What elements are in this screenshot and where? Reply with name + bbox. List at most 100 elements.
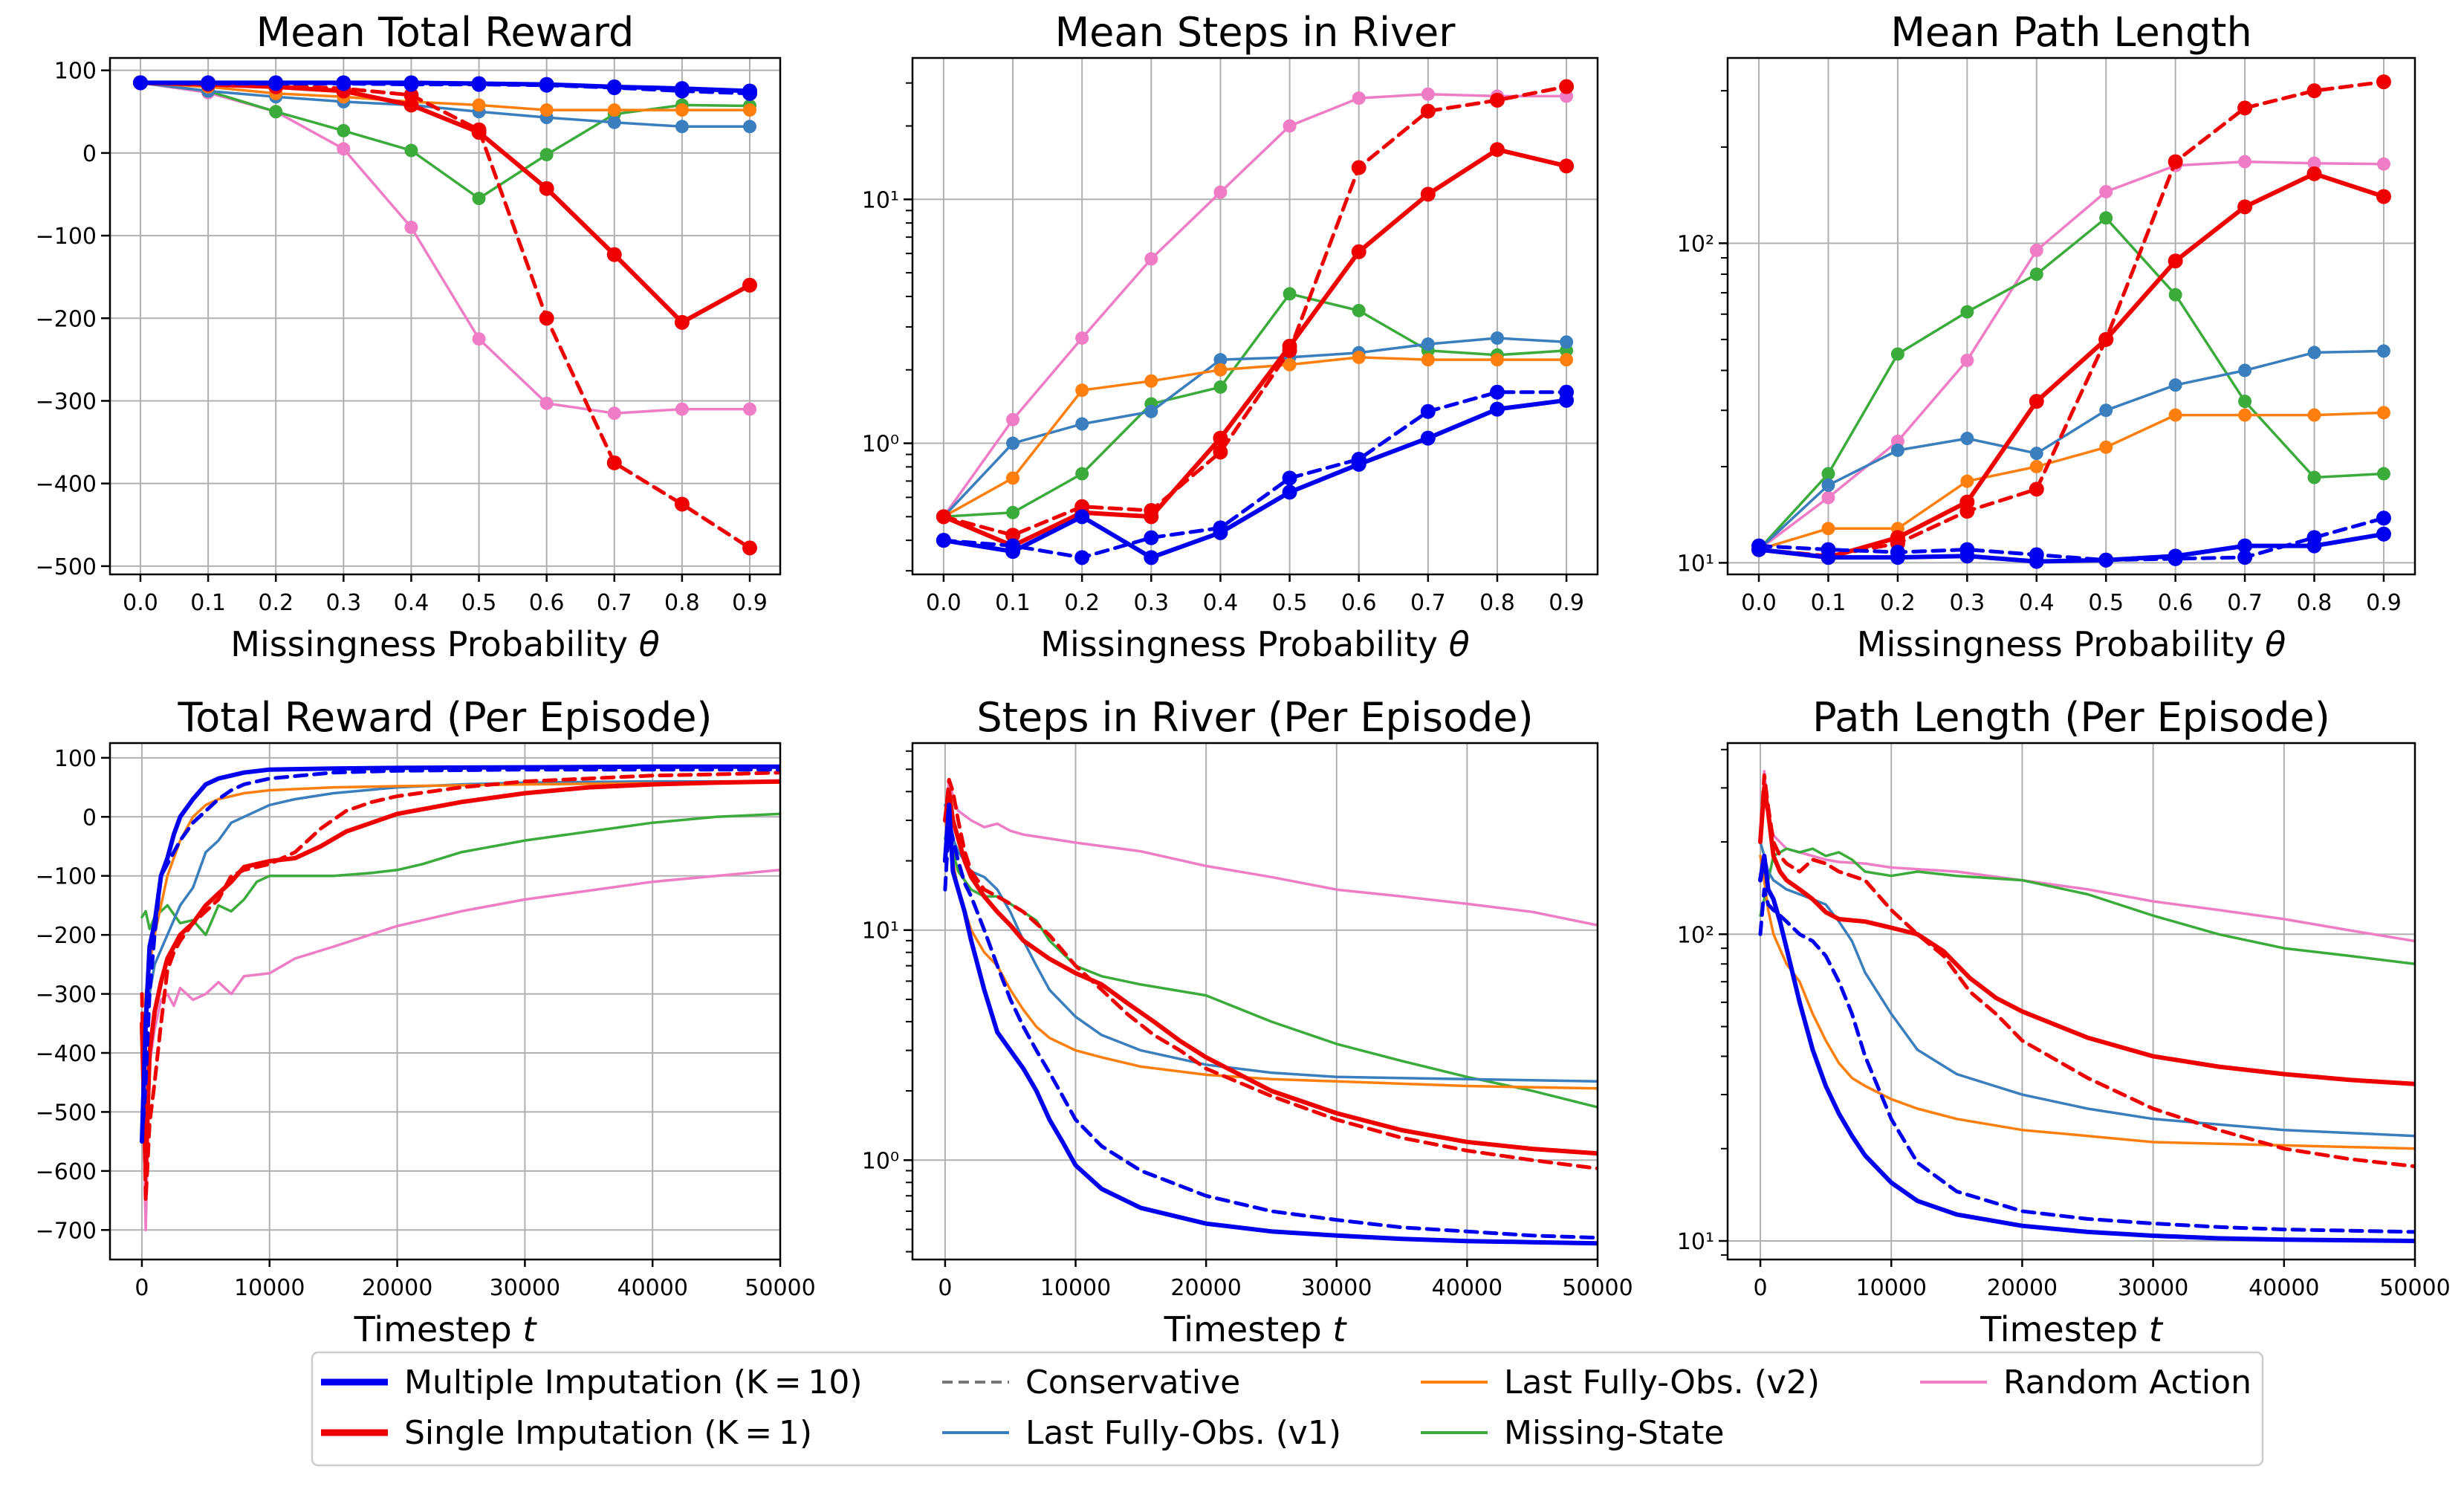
data-point: [2168, 378, 2182, 392]
x-tick-label: 0.4: [394, 590, 429, 616]
legend-entry: Missing-State: [1421, 1414, 1724, 1452]
data-point: [472, 332, 486, 346]
data-point: [742, 540, 757, 556]
data-point: [1213, 363, 1228, 377]
plot-frame: [911, 742, 1599, 1261]
x-tick-label: 0.5: [461, 590, 497, 616]
series-line: [943, 777, 1598, 1170]
x-tick-label: 20000: [1987, 1275, 2058, 1301]
data-point: [1283, 119, 1297, 133]
data-point: [1144, 252, 1158, 266]
x-tick-label: 0.3: [325, 590, 361, 616]
data-point: [1960, 432, 1974, 446]
data-point: [2168, 548, 2183, 564]
x-tick-label: 0.7: [1410, 590, 1446, 616]
series-line: [138, 80, 752, 325]
x-tick-label: 30000: [2118, 1275, 2188, 1301]
data-point: [1489, 384, 1505, 400]
series-line: [140, 764, 780, 1144]
data-point: [1213, 380, 1228, 394]
x-tick-label: 0.1: [190, 590, 226, 616]
legend-label: Last Fully-Obs. (v2): [1504, 1364, 1820, 1401]
chart-mean-steps-in-river: 0.0 0.1 0.2 0.3 0.4 0.5 0.6 0.7 0.8 0.9 10⁰ 10¹ Mean…: [862, 9, 1599, 664]
data-point: [1821, 467, 1835, 481]
data-point: [133, 75, 148, 91]
y-tick-label: −200: [36, 923, 97, 949]
y-tick-label: −100: [36, 224, 97, 250]
y-tick-label: −400: [36, 472, 97, 498]
chart-total-reward-per-episode: 0 10000 20000 30000 40000 50000 100 0 −100 −200 −3…: [36, 694, 816, 1349]
x-tick-label: 40000: [617, 1275, 687, 1301]
plot-frame: [1726, 56, 2416, 576]
series-line: [1757, 411, 2385, 551]
x-tick-label: 0.1: [1811, 590, 1847, 616]
data-point: [2376, 467, 2390, 481]
data-point: [607, 115, 621, 129]
grid: [912, 58, 1598, 574]
data-point: [268, 75, 284, 91]
x-tick-label: 0.2: [1880, 590, 1916, 616]
data-point: [2376, 510, 2391, 526]
x-tick-label: 0.6: [2158, 590, 2194, 616]
x-tick-label: 0.9: [1549, 590, 1584, 616]
y-tick-label: −300: [36, 982, 97, 1008]
data-point: [471, 125, 487, 140]
data-point: [539, 311, 554, 326]
x-tick-label: 0.0: [926, 590, 962, 616]
data-point: [1559, 79, 1575, 94]
x-tick-label: 0.2: [1064, 590, 1100, 616]
data-point: [1421, 353, 1435, 367]
series-line: [1759, 855, 2415, 1150]
chart-steps-in-river-per-episode: 0 10000 20000 30000 40000 50000 10⁰ 10¹ Steps in…: [862, 694, 1633, 1349]
x-tick-label: 0: [1754, 1275, 1768, 1301]
series-line: [1757, 160, 2385, 551]
y-tick-label: 10¹: [862, 187, 899, 213]
data-point: [742, 83, 757, 99]
x-tick-label: 10000: [1040, 1275, 1111, 1301]
data-point: [2376, 74, 2391, 90]
plot-frame: [108, 56, 782, 576]
data-point: [674, 314, 690, 330]
data-point: [1282, 470, 1297, 486]
chart-mean-total-reward: 0.0 0.1 0.2 0.3 0.4 0.5 0.6 0.7 0.8 0.9 100 0 −100 −2…: [36, 9, 782, 664]
data-point: [2099, 211, 2113, 225]
data-point: [2306, 166, 2322, 181]
data-point: [2307, 346, 2321, 360]
chart-mean-path-length: 0.0 0.1 0.2 0.3 0.4 0.5 0.6 0.7 0.8 0.9 10¹ 10² Mean…: [1677, 9, 2416, 664]
data-point: [1420, 403, 1436, 419]
y-tick-label: −100: [36, 864, 97, 890]
series-line: [941, 398, 1569, 560]
data-point: [1213, 353, 1228, 367]
series-line: [1757, 349, 2385, 551]
x-axis-label: Timestep t: [1164, 1309, 1348, 1349]
data-point: [1960, 305, 1974, 319]
data-point: [1006, 436, 1020, 450]
x-tick-label: 0.6: [529, 590, 565, 616]
data-point: [2307, 470, 2321, 484]
data-point: [1352, 303, 1366, 317]
data-point: [2238, 408, 2252, 422]
series-layer: [942, 777, 1598, 1246]
data-point: [403, 75, 419, 91]
x-tick-label: 40000: [1432, 1275, 1502, 1301]
legend-entry: Last Fully-Obs. (v2): [1421, 1364, 1820, 1401]
plot-frame: [108, 742, 782, 1261]
y-tick-label: 100: [54, 746, 97, 772]
data-point: [1144, 404, 1158, 418]
data-point: [1890, 550, 1905, 565]
legend-entry: Random Action: [1920, 1364, 2251, 1401]
series-line: [944, 778, 1598, 927]
data-point: [606, 247, 622, 262]
data-point: [1144, 509, 1159, 525]
data-point: [1006, 505, 1020, 519]
legend-entry: Conservative: [942, 1364, 1240, 1401]
series-line: [1758, 853, 2415, 1243]
data-point: [742, 277, 757, 293]
data-point: [1821, 478, 1835, 492]
series-line: [941, 147, 1569, 548]
data-point: [1213, 525, 1228, 540]
series-line: [1758, 773, 2415, 1169]
series-layer: [133, 75, 757, 556]
y-tick-label: 10¹: [1677, 551, 1714, 577]
series-layer: [1758, 770, 2415, 1243]
